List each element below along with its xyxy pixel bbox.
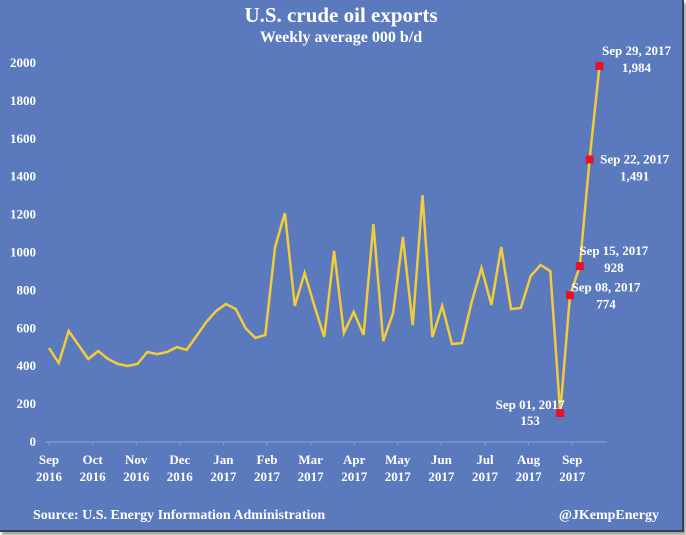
x-tick-month: Sep: [39, 452, 59, 467]
x-tick-year: 2017: [559, 469, 586, 484]
annotation-date: Sep 08, 2017: [571, 279, 640, 294]
data-marker: [585, 155, 594, 164]
x-tick-year: 2016: [123, 469, 150, 484]
x-tick-month: May: [385, 452, 411, 467]
data-marker: [575, 262, 584, 271]
x-tick-month: Jul: [476, 452, 494, 467]
x-tick-year: 2017: [341, 469, 368, 484]
chart-title: U.S. crude oil exports: [244, 3, 437, 27]
annotation-date: Sep 15, 2017: [579, 243, 648, 258]
x-tick-month: Aug: [517, 452, 541, 467]
annotation-value: 153: [520, 413, 540, 428]
annotation-value: 1,984: [622, 60, 652, 75]
annotation-markers: [556, 62, 604, 418]
annotation-date: Sep 01, 2017: [496, 397, 565, 412]
annotation-value: 774: [596, 296, 616, 311]
x-tick-month: Oct: [82, 452, 103, 467]
y-tick-label: 800: [17, 282, 37, 297]
x-tick-month: Sep: [562, 452, 582, 467]
y-tick-label: 2000: [10, 55, 36, 70]
x-tick-year: 2017: [516, 469, 543, 484]
source-note: Source: U.S. Energy Information Administ…: [33, 508, 325, 523]
y-axis: 0 200 400 600 800 1000 1200 1400 1600 1800 2000: [10, 55, 36, 449]
x-tick-year: 2017: [428, 469, 455, 484]
x-tick-month: Mar: [298, 452, 323, 467]
y-tick-label: 1400: [10, 169, 36, 184]
x-tick-month: Jun: [431, 452, 453, 467]
chart-subtitle: Weekly average 000 b/d: [260, 29, 422, 46]
x-tick-year: 2017: [472, 469, 499, 484]
data-marker: [556, 409, 565, 418]
y-tick-label: 200: [17, 396, 37, 411]
x-tick-year: 2017: [385, 469, 412, 484]
x-tick-month: Dec: [169, 452, 190, 467]
annotation-value: 1,491: [620, 168, 649, 183]
y-tick-label: 0: [30, 434, 37, 449]
x-tick-year: 2016: [80, 469, 107, 484]
data-marker: [565, 291, 574, 300]
y-tick-label: 1000: [10, 245, 36, 260]
x-tick-year: 2016: [36, 469, 63, 484]
y-tick-label: 600: [17, 320, 37, 335]
annotation-value: 928: [604, 260, 624, 275]
x-tick-month: Feb: [257, 452, 278, 467]
annotation-date: Sep 22, 2017: [600, 151, 669, 166]
annotation-date: Sep 29, 2017: [602, 43, 671, 58]
x-tick-year: 2016: [167, 469, 194, 484]
x-axis: Sep 2016 Oct 2016 Nov 2016 Dec 2016 Jan 2017 Feb 20…: [36, 442, 586, 484]
credit-note: @JKempEnergy: [559, 508, 659, 523]
y-tick-label: 400: [17, 358, 37, 373]
x-tick-month: Jan: [213, 452, 234, 467]
series-line: [47, 65, 601, 414]
x-tick-month: Nov: [125, 452, 148, 467]
y-tick-label: 1800: [10, 93, 36, 108]
y-tick-label: 1600: [10, 131, 36, 146]
x-tick-year: 2017: [254, 469, 281, 484]
x-tick-year: 2017: [210, 469, 237, 484]
x-tick-year: 2017: [298, 469, 325, 484]
y-tick-label: 1200: [10, 207, 36, 222]
data-marker: [595, 62, 604, 71]
x-tick-month: Apr: [343, 452, 366, 467]
